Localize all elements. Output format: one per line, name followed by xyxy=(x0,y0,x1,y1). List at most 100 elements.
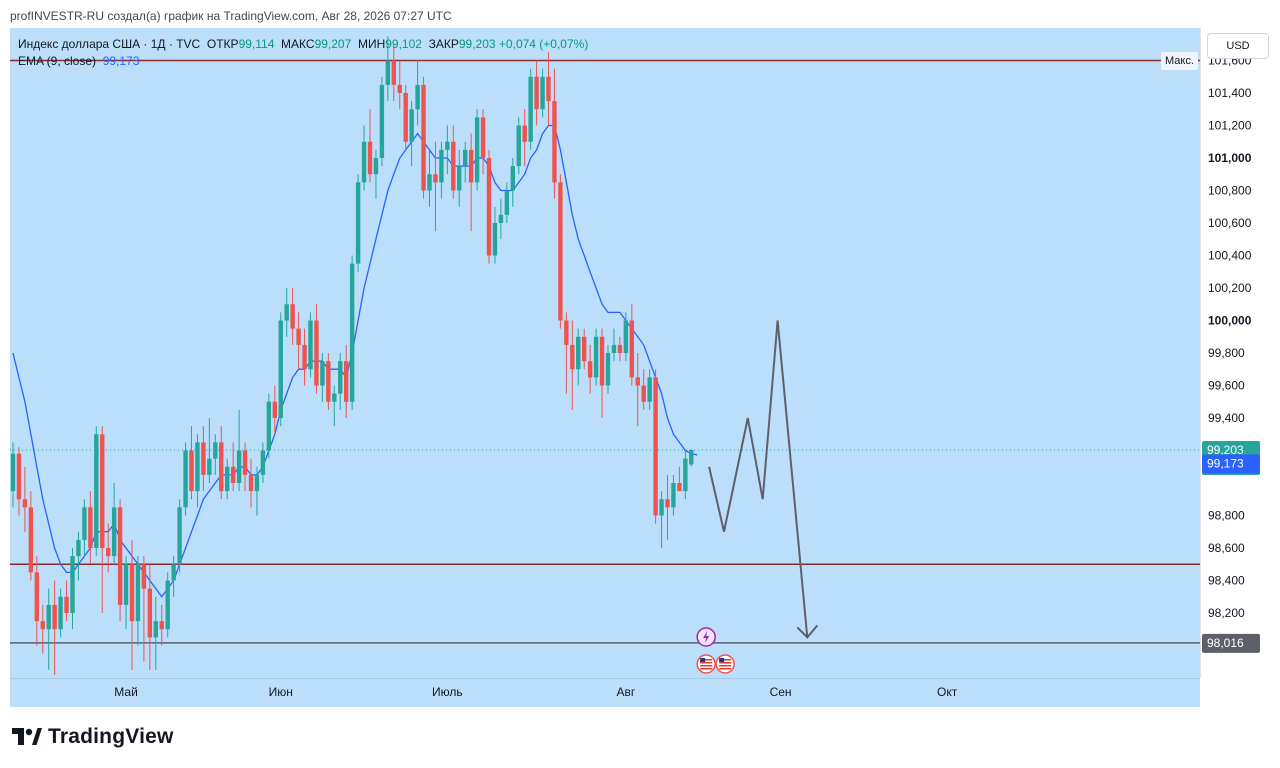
candle[interactable] xyxy=(52,580,57,675)
candle[interactable] xyxy=(397,60,402,110)
candle[interactable] xyxy=(599,328,605,418)
candle[interactable] xyxy=(427,149,432,207)
candle[interactable] xyxy=(76,531,81,581)
candle[interactable] xyxy=(195,434,200,508)
candle[interactable] xyxy=(510,158,515,207)
price-axis[interactable] xyxy=(1200,28,1271,678)
candle[interactable] xyxy=(349,255,355,410)
candle[interactable] xyxy=(552,68,557,199)
candle[interactable] xyxy=(278,312,283,427)
candle[interactable] xyxy=(344,344,349,418)
candle[interactable] xyxy=(367,109,373,183)
candle[interactable] xyxy=(225,458,230,500)
candle[interactable] xyxy=(677,466,682,492)
candle[interactable] xyxy=(296,312,301,370)
candle[interactable] xyxy=(254,466,260,516)
candle[interactable] xyxy=(153,596,158,670)
candle[interactable] xyxy=(236,409,242,492)
candle[interactable] xyxy=(40,604,45,654)
candle[interactable] xyxy=(463,141,468,183)
candle[interactable] xyxy=(498,198,504,240)
candle[interactable] xyxy=(141,556,147,662)
candle[interactable] xyxy=(653,369,658,524)
candle[interactable] xyxy=(326,353,331,410)
candle[interactable] xyxy=(546,52,551,126)
candle[interactable] xyxy=(177,499,182,573)
candle[interactable] xyxy=(64,580,69,622)
candle[interactable] xyxy=(564,312,569,394)
candle[interactable] xyxy=(100,426,105,613)
candle[interactable] xyxy=(213,434,218,475)
candle[interactable] xyxy=(272,385,277,435)
candle[interactable] xyxy=(629,304,634,386)
candle[interactable] xyxy=(106,523,111,573)
candle[interactable] xyxy=(28,491,34,581)
event-us-flag-icon[interactable] xyxy=(696,654,716,674)
candle[interactable] xyxy=(683,450,688,500)
candle[interactable] xyxy=(248,458,254,508)
candle[interactable] xyxy=(123,556,129,630)
candle[interactable] xyxy=(570,320,575,410)
candle[interactable] xyxy=(445,125,450,175)
candle[interactable] xyxy=(665,474,670,540)
candle[interactable] xyxy=(528,68,533,150)
candle[interactable] xyxy=(355,174,361,272)
event-lightning-icon[interactable] xyxy=(696,627,716,647)
candle[interactable] xyxy=(641,369,646,410)
candle[interactable] xyxy=(433,141,438,232)
candle[interactable] xyxy=(284,288,289,337)
candle[interactable] xyxy=(421,76,426,199)
projection-path[interactable] xyxy=(708,320,809,638)
candle[interactable] xyxy=(611,328,617,362)
candle[interactable] xyxy=(617,336,623,362)
candle[interactable] xyxy=(308,312,313,378)
tradingview-logo[interactable]: TradingView xyxy=(12,725,174,749)
candle[interactable] xyxy=(219,426,224,500)
candle[interactable] xyxy=(587,344,593,394)
candle[interactable] xyxy=(58,588,63,638)
candle[interactable] xyxy=(266,393,272,459)
candle[interactable] xyxy=(403,84,408,150)
candle[interactable] xyxy=(534,60,539,126)
candle[interactable] xyxy=(183,442,188,516)
candle[interactable] xyxy=(171,556,176,597)
candle[interactable] xyxy=(70,548,75,630)
candle[interactable] xyxy=(558,174,563,329)
candle[interactable] xyxy=(94,426,99,557)
candle[interactable] xyxy=(165,572,170,638)
candle[interactable] xyxy=(659,491,664,548)
candle[interactable] xyxy=(593,328,599,386)
candle[interactable] xyxy=(111,483,117,565)
candle[interactable] xyxy=(415,60,420,126)
candle[interactable] xyxy=(468,133,474,232)
candle[interactable] xyxy=(451,125,456,199)
candle[interactable] xyxy=(522,109,527,167)
candle[interactable] xyxy=(88,491,93,565)
candle[interactable] xyxy=(480,109,486,175)
candle[interactable] xyxy=(22,466,28,532)
candle[interactable] xyxy=(129,539,135,670)
candle[interactable] xyxy=(338,353,343,410)
candle[interactable] xyxy=(302,328,307,386)
candle[interactable] xyxy=(332,385,337,427)
candle[interactable] xyxy=(635,353,640,427)
candle[interactable] xyxy=(361,125,367,191)
candle[interactable] xyxy=(605,344,611,394)
candle[interactable] xyxy=(82,499,87,557)
candle[interactable] xyxy=(147,564,153,670)
event-us-flag-icon[interactable] xyxy=(715,654,735,674)
candle[interactable] xyxy=(504,182,510,223)
candle[interactable] xyxy=(34,556,39,646)
candle[interactable] xyxy=(516,117,521,175)
candle[interactable] xyxy=(135,556,141,646)
candle[interactable] xyxy=(439,141,444,199)
candle[interactable] xyxy=(486,149,492,264)
candle[interactable] xyxy=(242,442,248,492)
candle[interactable] xyxy=(189,426,194,500)
candle[interactable] xyxy=(290,288,295,345)
candle[interactable] xyxy=(207,418,212,483)
candle[interactable] xyxy=(159,604,164,646)
candle[interactable] xyxy=(201,426,206,492)
candle[interactable] xyxy=(373,149,379,199)
candle[interactable] xyxy=(391,44,396,102)
